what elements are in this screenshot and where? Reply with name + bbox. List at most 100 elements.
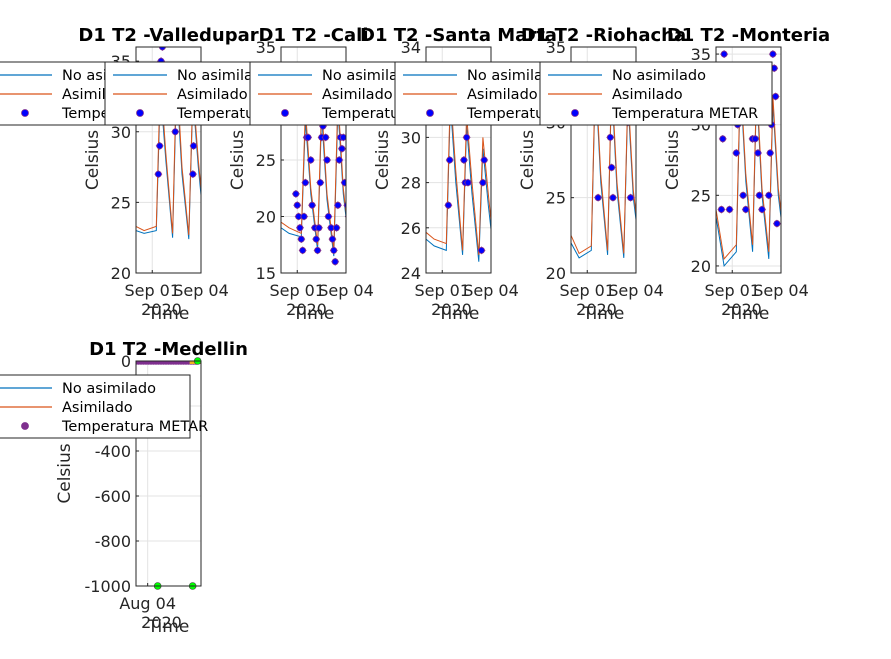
metar-point xyxy=(190,142,197,150)
metar-point xyxy=(789,93,795,99)
metar-marker-edge xyxy=(347,258,355,266)
x-tick-label: Sep 04 xyxy=(463,281,519,300)
y-tick-label: 30 xyxy=(401,128,421,147)
metar-marker-edge xyxy=(356,145,364,153)
y-axis-label: Celsius xyxy=(373,130,393,190)
metar-point xyxy=(444,201,452,209)
y-tick-label: 0 xyxy=(121,352,131,371)
metar-point xyxy=(792,192,798,198)
legend-marker xyxy=(571,109,579,117)
metar-point xyxy=(341,179,346,186)
y-tick-label: -400 xyxy=(95,442,131,461)
metar-point xyxy=(627,194,634,202)
legend: No asimilado Asimilado Temperatura METAR xyxy=(539,61,773,126)
metar-point xyxy=(460,156,468,164)
metar-marker-edge xyxy=(782,177,790,185)
metar-point xyxy=(497,134,503,140)
metar-point xyxy=(594,194,602,202)
x-tick-label: Sep 01 xyxy=(269,281,325,300)
legend-marker xyxy=(21,109,29,117)
y-tick-label: 20 xyxy=(691,257,711,276)
x-tick-label: Sep 01 xyxy=(704,281,760,300)
series-line-asimilado xyxy=(716,75,781,261)
axes-frame xyxy=(715,46,782,274)
x-year-label: 2020 xyxy=(576,300,617,319)
metar-point xyxy=(357,146,363,152)
metar-point xyxy=(758,206,766,213)
metar-marker-edge xyxy=(494,133,502,141)
metar-marker-edge xyxy=(346,235,354,243)
metar-point xyxy=(480,156,488,164)
chart-title: D1 T2 -Cali xyxy=(259,25,369,46)
y-axis-label: Celsius xyxy=(228,130,248,190)
metar-point xyxy=(751,135,759,143)
y-tick-label: 20 xyxy=(111,264,131,283)
metar-point xyxy=(304,133,312,141)
legend: No asimilado Asimilado Temperatura METAR xyxy=(0,374,208,439)
metar-point xyxy=(606,133,614,141)
x-axis-label: Time xyxy=(147,304,190,324)
metar-point xyxy=(189,170,197,178)
x-tick-label: Sep 01 xyxy=(414,281,470,300)
metar-point xyxy=(316,179,324,187)
metar-point xyxy=(718,206,725,213)
legend-entry: Asimilado xyxy=(467,87,538,103)
x-axis-label: Time xyxy=(727,304,770,324)
series-layer xyxy=(136,361,201,365)
legend-marker xyxy=(281,109,289,117)
legend-marker xyxy=(136,109,144,117)
metar-point xyxy=(348,259,354,265)
metar-point xyxy=(343,202,346,209)
metar-point xyxy=(719,135,727,143)
metar-point xyxy=(350,247,356,253)
metar-point xyxy=(338,145,346,153)
metar-point xyxy=(479,179,487,187)
x-tick-label: Sep 04 xyxy=(318,281,374,300)
metar-point xyxy=(726,206,733,213)
legend-entry: No asimilado xyxy=(177,68,271,84)
y-tick-label: 25 xyxy=(111,193,131,212)
y-axis-label: Celsius xyxy=(518,130,538,190)
metar-point xyxy=(478,246,485,254)
metar-point xyxy=(322,133,330,141)
metar-point xyxy=(720,50,728,58)
legend-entry: No asimilado xyxy=(612,68,706,84)
y-tick-label: -600 xyxy=(95,487,131,506)
metar-point xyxy=(464,179,472,187)
metar-point xyxy=(772,93,779,100)
metar-point xyxy=(300,213,308,220)
metar-point xyxy=(307,156,315,164)
legend-entry: No asimilado xyxy=(467,68,561,84)
metar-marker-edge xyxy=(495,133,503,141)
metar-point xyxy=(297,235,305,243)
y-tick-label: 20 xyxy=(546,264,566,283)
x-axis-label: Time xyxy=(582,304,625,324)
series-line-asimilado xyxy=(426,92,491,255)
axes-frame xyxy=(570,46,637,274)
y-tick-label: 35 xyxy=(691,45,711,64)
metar-point xyxy=(314,246,321,254)
legend-marker xyxy=(21,422,29,430)
metar-point xyxy=(496,134,502,140)
metar-point xyxy=(312,235,320,243)
metar-point xyxy=(766,149,774,157)
metar-point xyxy=(331,258,339,266)
y-axis-label: Celsius xyxy=(55,443,75,503)
legend-entry: Temperatura METAR xyxy=(61,419,208,435)
x-axis-label: Time xyxy=(292,304,335,324)
metar-point xyxy=(773,220,781,227)
metar-point xyxy=(608,164,616,171)
metar-point xyxy=(609,194,617,202)
x-year-label: 2020 xyxy=(141,613,182,632)
metar-point xyxy=(334,201,342,209)
metar-point xyxy=(296,224,304,232)
metar-point xyxy=(329,235,336,243)
x-axis-label: Time xyxy=(147,617,190,637)
metar-point xyxy=(293,201,301,209)
metar-point xyxy=(739,191,747,199)
axes-frame xyxy=(135,360,202,587)
x-year-label: 2020 xyxy=(431,300,472,319)
chart-title: D1 T2 -Riohacha xyxy=(521,25,686,46)
axes-frame xyxy=(425,46,492,274)
